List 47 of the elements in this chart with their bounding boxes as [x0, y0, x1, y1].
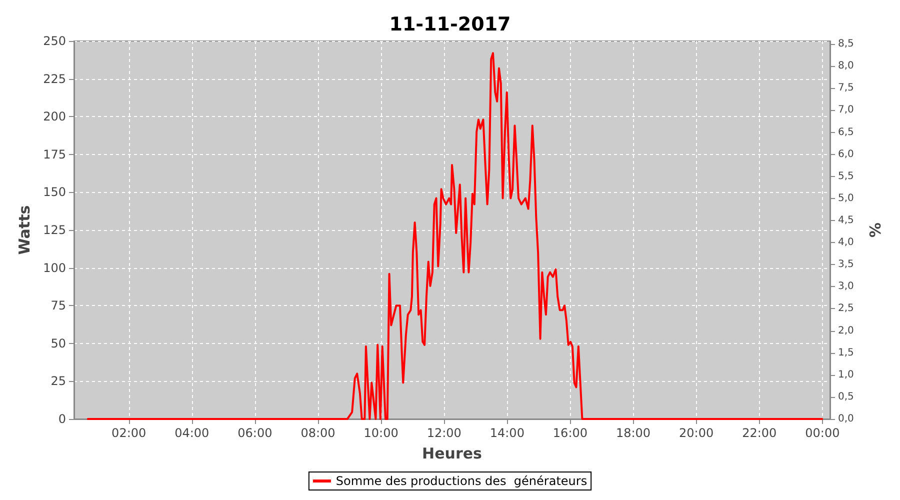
y-tick-label: 175 [43, 147, 66, 162]
y-axis-title: Watts [16, 205, 34, 255]
x-tick-label: 12:00 [426, 426, 462, 440]
y2-tick-label: 8,0 [838, 60, 854, 72]
y2-tick-label: 2,0 [838, 325, 854, 336]
y2-tick-label: 2,5 [838, 303, 854, 314]
y2-tick-label: 5,0 [838, 192, 854, 204]
x-tick-label: 06:00 [238, 426, 272, 440]
y-tick-label: 100 [43, 260, 66, 275]
x-tick-label: 00:00 [805, 426, 840, 440]
y2-tick-label: 8,5 [838, 38, 854, 50]
x-tick-label: 22:00 [742, 426, 777, 440]
x-tick-label: 18:00 [616, 426, 651, 440]
y2-tick-label: 3,5 [838, 259, 854, 270]
y-tick-label: 150 [43, 185, 66, 200]
y2-tick-label: 7,0 [838, 104, 854, 116]
y2-tick-label: 4,5 [838, 215, 854, 226]
x-tick-label: 14:00 [490, 426, 524, 440]
y-tick-label: 75 [50, 298, 66, 313]
y2-tick-label: 5,5 [838, 170, 854, 182]
y2-axis-title: % [866, 222, 884, 238]
x-tick-label: 08:00 [300, 426, 336, 440]
y2-tick-label: 6,5 [838, 126, 854, 138]
y2-tick-label: 1,5 [838, 347, 854, 358]
y2-tick-label: 0,5 [838, 391, 854, 402]
y-tick-label: 225 [43, 72, 66, 86]
x-tick-label: 20:00 [679, 426, 714, 440]
x-axis-title: Heures [422, 444, 482, 462]
chart-title: 11-11-2017 [389, 14, 511, 36]
y-tick-label: 50 [50, 336, 66, 350]
y2-tick-label: 6,0 [838, 148, 854, 160]
y-tick-label: 250 [43, 34, 66, 48]
y-tick-label: 125 [43, 223, 66, 237]
y2-tick-label: 0,0 [838, 414, 854, 424]
x-tick-label: 04:00 [174, 426, 210, 440]
x-tick-label: 02:00 [112, 426, 146, 440]
y-tick-label: 0 [58, 412, 66, 426]
x-tick-label: 10:00 [364, 426, 398, 440]
y-tick-label: 200 [43, 110, 66, 124]
x-tick-label: 16:00 [552, 426, 588, 440]
line-series [86, 52, 824, 420]
y2-tick-label: 1,0 [838, 369, 854, 380]
y2-tick-label: 3,0 [838, 281, 854, 292]
y2-tick-label: 4,0 [838, 237, 854, 248]
y-tick-label: 25 [50, 374, 66, 388]
legend-label: Somme des productions des générateurs [336, 474, 588, 488]
y2-tick-label: 7,5 [838, 82, 854, 94]
